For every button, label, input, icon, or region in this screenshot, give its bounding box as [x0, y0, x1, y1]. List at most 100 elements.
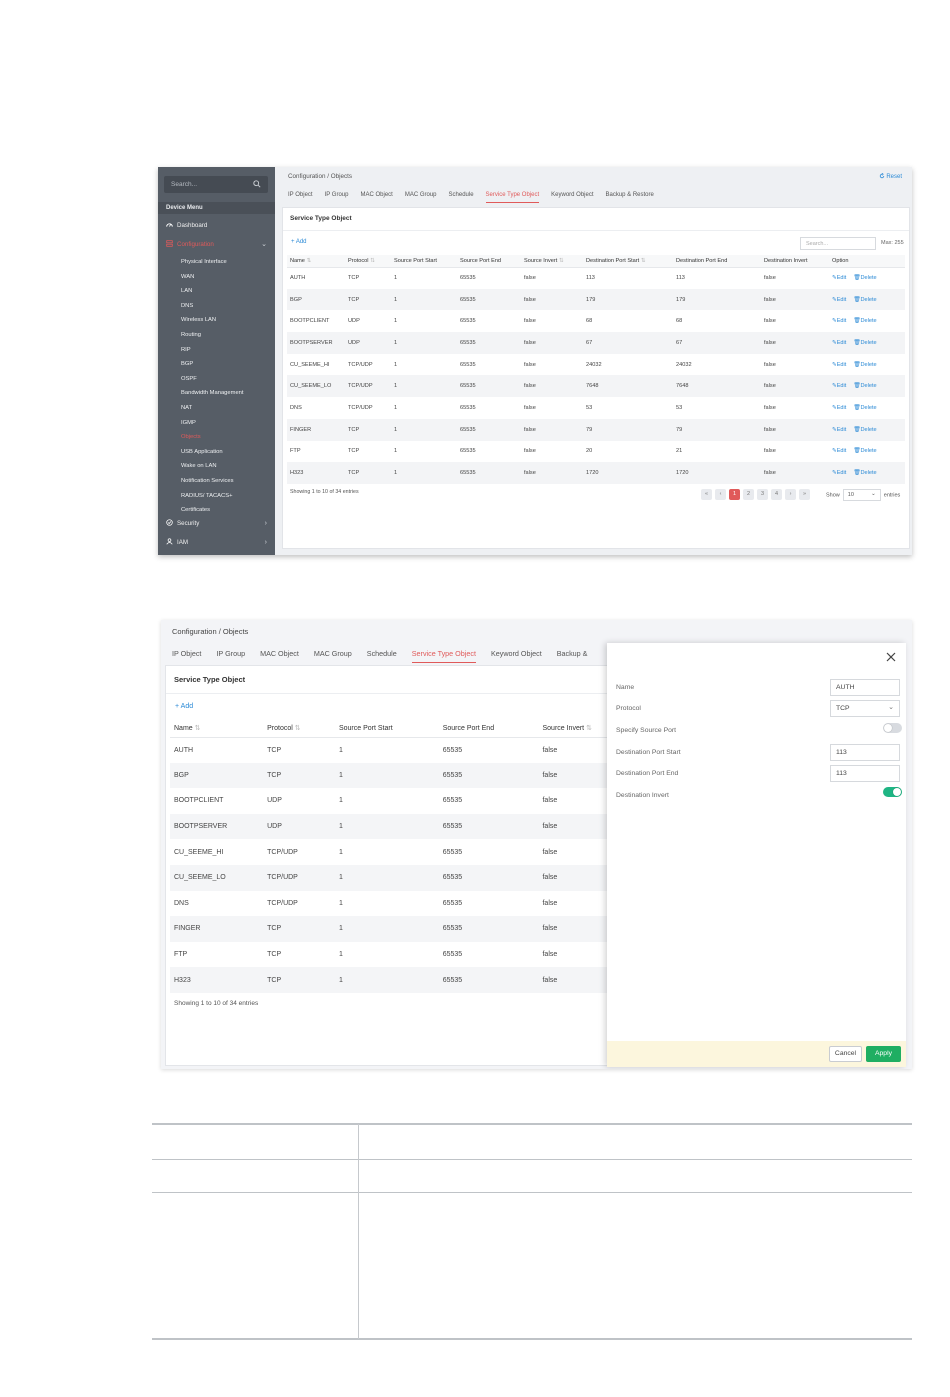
- delete-button[interactable]: 🗑Delete: [853, 383, 876, 389]
- sort-icon[interactable]: ⇅: [584, 725, 592, 733]
- page-button[interactable]: »: [799, 489, 810, 500]
- sidebar-item-iam[interactable]: IAM: [166, 538, 188, 547]
- edit-button[interactable]: ✎Edit: [832, 318, 846, 324]
- tab-service-type-object[interactable]: Service Type Object: [485, 192, 540, 203]
- sidebar-item-lan[interactable]: LAN: [181, 288, 193, 295]
- name-field[interactable]: AUTH: [830, 679, 900, 696]
- edit-button[interactable]: ✎Edit: [832, 383, 846, 389]
- sidebar-item-nat[interactable]: NAT: [181, 405, 193, 411]
- delete-button[interactable]: 🗑Delete: [853, 275, 876, 281]
- sidebar-item-dashboard[interactable]: Dashboard: [166, 221, 207, 230]
- sidebar-item-bgp[interactable]: BGP: [181, 361, 194, 368]
- page-button[interactable]: 4: [771, 489, 782, 500]
- specify-source-port-toggle[interactable]: [883, 723, 902, 733]
- sidebar-item-radius-tacacs[interactable]: RADIUS/ TACACS+: [181, 492, 233, 499]
- sidebar-item-dns[interactable]: DNS: [181, 302, 194, 309]
- tab-mac-object[interactable]: MAC Object: [360, 192, 393, 198]
- sidebar-item-routing[interactable]: Routing: [181, 332, 201, 338]
- tab-backup[interactable]: Backup &: [556, 649, 588, 658]
- page-button[interactable]: ›: [785, 489, 796, 500]
- delete-button[interactable]: 🗑Delete: [853, 297, 876, 303]
- tab-backup-restore[interactable]: Backup & Restore: [605, 192, 654, 198]
- column-header[interactable]: Name ⇅: [287, 255, 345, 268]
- page-button[interactable]: 1: [729, 489, 740, 500]
- column-header[interactable]: Name ⇅: [170, 720, 264, 738]
- sidebar-item-bandwidth-management[interactable]: Bandwidth Management: [181, 390, 244, 397]
- destination-port-start-field[interactable]: 113: [830, 744, 900, 761]
- apply-button[interactable]: Apply: [866, 1046, 901, 1062]
- column-header[interactable]: Source Port End: [438, 720, 539, 738]
- sort-icon[interactable]: ⇅: [368, 257, 375, 264]
- delete-button[interactable]: 🗑Delete: [853, 448, 876, 454]
- column-header[interactable]: Source Port Start: [391, 255, 457, 268]
- sidebar-item-rip[interactable]: RIP: [181, 346, 191, 353]
- delete-button[interactable]: 🗑Delete: [853, 318, 876, 324]
- tab-mac-object[interactable]: MAC Object: [260, 649, 299, 658]
- tab-schedule[interactable]: Schedule: [366, 649, 397, 658]
- tab-keyword-object[interactable]: Keyword Object: [490, 649, 542, 658]
- delete-button[interactable]: 🗑Delete: [853, 470, 876, 476]
- table-search-input[interactable]: Search...: [800, 237, 876, 250]
- page-button[interactable]: 3: [757, 489, 768, 500]
- delete-button[interactable]: 🗑Delete: [853, 405, 876, 411]
- close-icon[interactable]: [886, 652, 896, 662]
- column-header[interactable]: Protocol ⇅: [263, 720, 335, 738]
- add-button[interactable]: + Add: [291, 239, 307, 245]
- destination-invert-toggle[interactable]: [883, 787, 902, 797]
- tab-mac-group[interactable]: MAC Group: [313, 649, 352, 658]
- tab-ip-object[interactable]: IP Object: [288, 192, 313, 198]
- add-button[interactable]: + Add: [175, 703, 194, 710]
- sidebar-item-wireless-lan[interactable]: Wireless LAN: [181, 317, 217, 324]
- delete-button[interactable]: 🗑Delete: [853, 362, 876, 368]
- sidebar-item-usb-application[interactable]: USB Application: [181, 448, 223, 455]
- sidebar-item-wake-on-lan[interactable]: Wake on LAN: [181, 463, 217, 470]
- column-header[interactable]: Source Port Start: [334, 720, 439, 738]
- page-size-select[interactable]: 10 ⌄: [842, 489, 881, 501]
- sidebar-item-ospf[interactable]: OSPF: [181, 375, 197, 382]
- sidebar-item-physical-interface[interactable]: Physical Interface: [181, 259, 227, 265]
- tab-ip-group[interactable]: IP Group: [324, 192, 349, 198]
- sidebar-item-notification-services[interactable]: Notification Services: [181, 478, 234, 484]
- column-header[interactable]: Protocol ⇅: [345, 255, 391, 268]
- sort-icon[interactable]: ⇅: [192, 725, 201, 733]
- delete-button[interactable]: 🗑Delete: [853, 427, 876, 433]
- tab-mac-group[interactable]: MAC Group: [404, 192, 437, 198]
- page-button[interactable]: 2: [743, 489, 754, 500]
- edit-button[interactable]: ✎Edit: [832, 405, 846, 411]
- edit-button[interactable]: ✎Edit: [832, 448, 846, 454]
- page-button[interactable]: «: [701, 489, 712, 500]
- tab-schedule[interactable]: Schedule: [448, 192, 474, 198]
- column-header[interactable]: Source Invert ⇅: [521, 255, 583, 268]
- column-header[interactable]: Destination Invert: [761, 255, 829, 268]
- edit-button[interactable]: ✎Edit: [832, 362, 846, 368]
- sort-icon[interactable]: ⇅: [557, 257, 564, 264]
- column-header[interactable]: Source Port End: [457, 255, 521, 268]
- sidebar-search-input[interactable]: Search...: [164, 176, 268, 193]
- sidebar-item-security[interactable]: Security: [166, 519, 199, 528]
- sort-icon[interactable]: ⇅: [304, 257, 312, 264]
- page-button[interactable]: ‹: [715, 489, 726, 500]
- sidebar-item-igmp[interactable]: IGMP: [181, 419, 196, 426]
- sidebar-item-configuration[interactable]: Configuration: [166, 240, 214, 249]
- edit-button[interactable]: ✎Edit: [832, 427, 846, 433]
- edit-button[interactable]: ✎Edit: [832, 340, 846, 346]
- column-header[interactable]: Destination Port End: [673, 255, 761, 268]
- tab-ip-group[interactable]: IP Group: [216, 649, 246, 658]
- column-header[interactable]: Destination Port Start ⇅: [583, 255, 673, 268]
- protocol-select[interactable]: TCP ⌄: [830, 700, 900, 717]
- destination-port-end-field[interactable]: 113: [830, 765, 900, 782]
- sidebar-item-objects[interactable]: Objects: [181, 434, 201, 441]
- sort-icon[interactable]: ⇅: [639, 257, 646, 264]
- sidebar-item-certificates[interactable]: Certificates: [181, 507, 210, 514]
- sidebar-item-wan[interactable]: WAN: [181, 273, 195, 280]
- tab-ip-object[interactable]: IP Object: [172, 649, 202, 658]
- reset-button[interactable]: Reset: [879, 172, 902, 180]
- tab-service-type-object[interactable]: Service Type Object: [411, 649, 476, 663]
- cancel-button[interactable]: Cancel: [829, 1046, 862, 1062]
- sort-icon[interactable]: ⇅: [292, 725, 301, 733]
- tab-keyword-object[interactable]: Keyword Object: [551, 192, 594, 198]
- delete-button[interactable]: 🗑Delete: [853, 340, 876, 346]
- edit-button[interactable]: ✎Edit: [832, 297, 846, 303]
- edit-button[interactable]: ✎Edit: [832, 275, 846, 281]
- edit-button[interactable]: ✎Edit: [832, 470, 846, 476]
